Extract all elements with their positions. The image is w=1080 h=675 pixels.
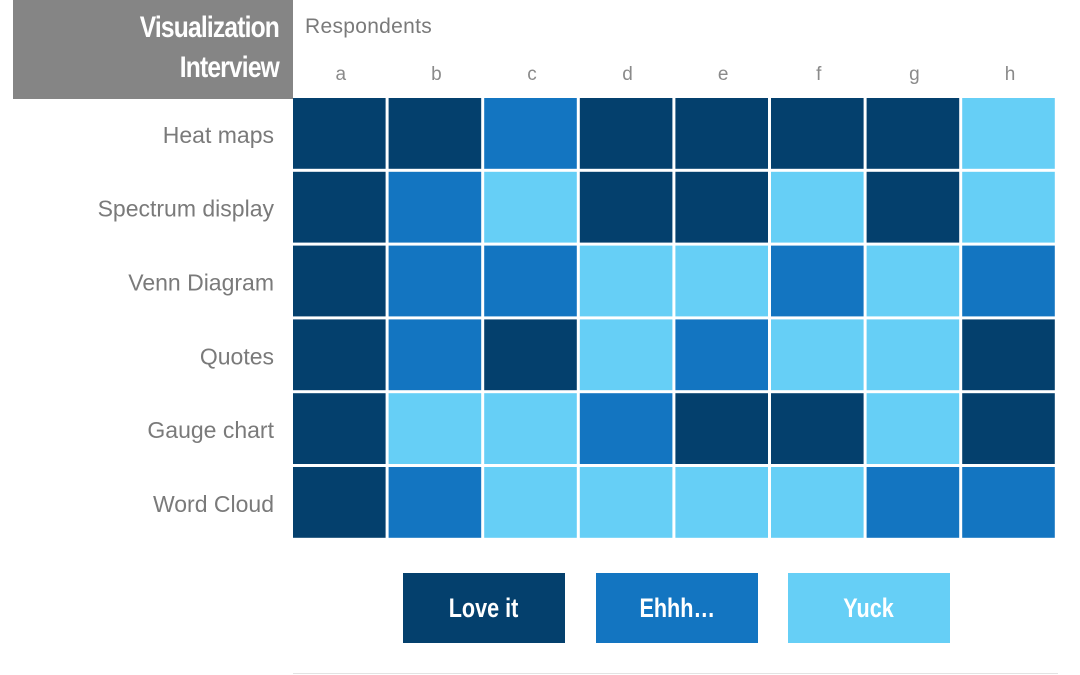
column-label-e: e	[718, 64, 729, 85]
chart-title-line1: Visualization	[139, 11, 280, 44]
column-label-f: f	[816, 64, 822, 85]
row-label: Quotes	[200, 343, 274, 369]
heatmap-cell	[484, 245, 577, 317]
row-label: Spectrum display	[98, 196, 275, 222]
heatmap-cell	[675, 467, 768, 538]
legend-item-label: Love it	[449, 592, 519, 623]
column-label-d: d	[622, 64, 633, 85]
heatmap-cell	[484, 393, 577, 464]
legend-item: Yuck	[788, 573, 950, 643]
column-label-a: a	[336, 64, 347, 85]
heatmap-cell	[962, 171, 1055, 243]
heatmap-cell	[866, 467, 960, 538]
heatmap-cell	[771, 393, 864, 464]
heatmap-cell	[675, 98, 768, 169]
heatmap-cell	[771, 319, 864, 391]
heatmap-cell	[675, 245, 768, 317]
heatmap-cell	[293, 319, 386, 391]
column-label-h: h	[1005, 64, 1016, 85]
row-label: Heat maps	[163, 122, 274, 148]
heatmap-cell	[962, 245, 1055, 317]
column-label-b: b	[431, 64, 442, 85]
heatmap-cell	[579, 467, 673, 538]
bottom-divider	[293, 673, 1058, 674]
legend-item: Ehhh…	[596, 573, 758, 643]
legend-item-label: Ehhh…	[639, 592, 715, 623]
column-label-c: c	[527, 64, 537, 85]
heatmap-cell	[484, 98, 577, 169]
heatmap-cell	[771, 245, 864, 317]
heatmap-cell	[771, 171, 864, 243]
heatmap-cell	[866, 393, 960, 464]
heatmap-cell	[962, 393, 1055, 464]
legend-item-label: Yuck	[843, 592, 895, 623]
heatmap-cell	[579, 171, 673, 243]
row-label: Word Cloud	[153, 491, 274, 517]
heatmap-cell	[484, 319, 577, 391]
row-label: Venn Diagram	[128, 270, 274, 296]
heatmap-cell	[962, 98, 1055, 169]
heatmap-cell	[388, 319, 482, 391]
heatmap-cell	[293, 245, 386, 317]
column-label-g: g	[909, 64, 920, 85]
heatmap-cell	[771, 98, 864, 169]
row-label: Gauge chart	[147, 417, 274, 443]
heatmap-cell	[866, 245, 960, 317]
heatmap-cell	[388, 393, 482, 464]
heatmap-cell	[388, 98, 482, 169]
heatmap-cell	[866, 98, 960, 169]
heatmap-cell	[579, 319, 673, 391]
chart-title-line2: Interview	[179, 51, 280, 84]
heatmap-cell	[484, 467, 577, 538]
heatmap-cell	[675, 171, 768, 243]
heatmap-cell	[866, 171, 960, 243]
heatmap-cell	[675, 393, 768, 464]
heatmap-cell	[866, 319, 960, 391]
heatmap-cell	[675, 319, 768, 391]
chart-title-box: Visualization Interview	[13, 0, 293, 99]
heatmap-cell	[388, 171, 482, 243]
heatmap-cell	[962, 467, 1055, 538]
heatmap-cell	[771, 467, 864, 538]
columns-axis-title: Respondents	[305, 15, 433, 38]
heatmap-cell	[388, 245, 482, 317]
heatmap-cell	[293, 98, 386, 169]
heatmap-cell	[962, 319, 1055, 391]
heatmap-cell	[388, 467, 482, 538]
heatmap-cell	[579, 98, 673, 169]
heatmap-cell	[293, 467, 386, 538]
heatmap-cell	[293, 171, 386, 243]
heatmap-cell	[293, 393, 386, 464]
legend-item: Love it	[403, 573, 565, 643]
heatmap-cell	[484, 171, 577, 243]
heatmap-cell	[579, 245, 673, 317]
heatmap-cell	[579, 393, 673, 464]
